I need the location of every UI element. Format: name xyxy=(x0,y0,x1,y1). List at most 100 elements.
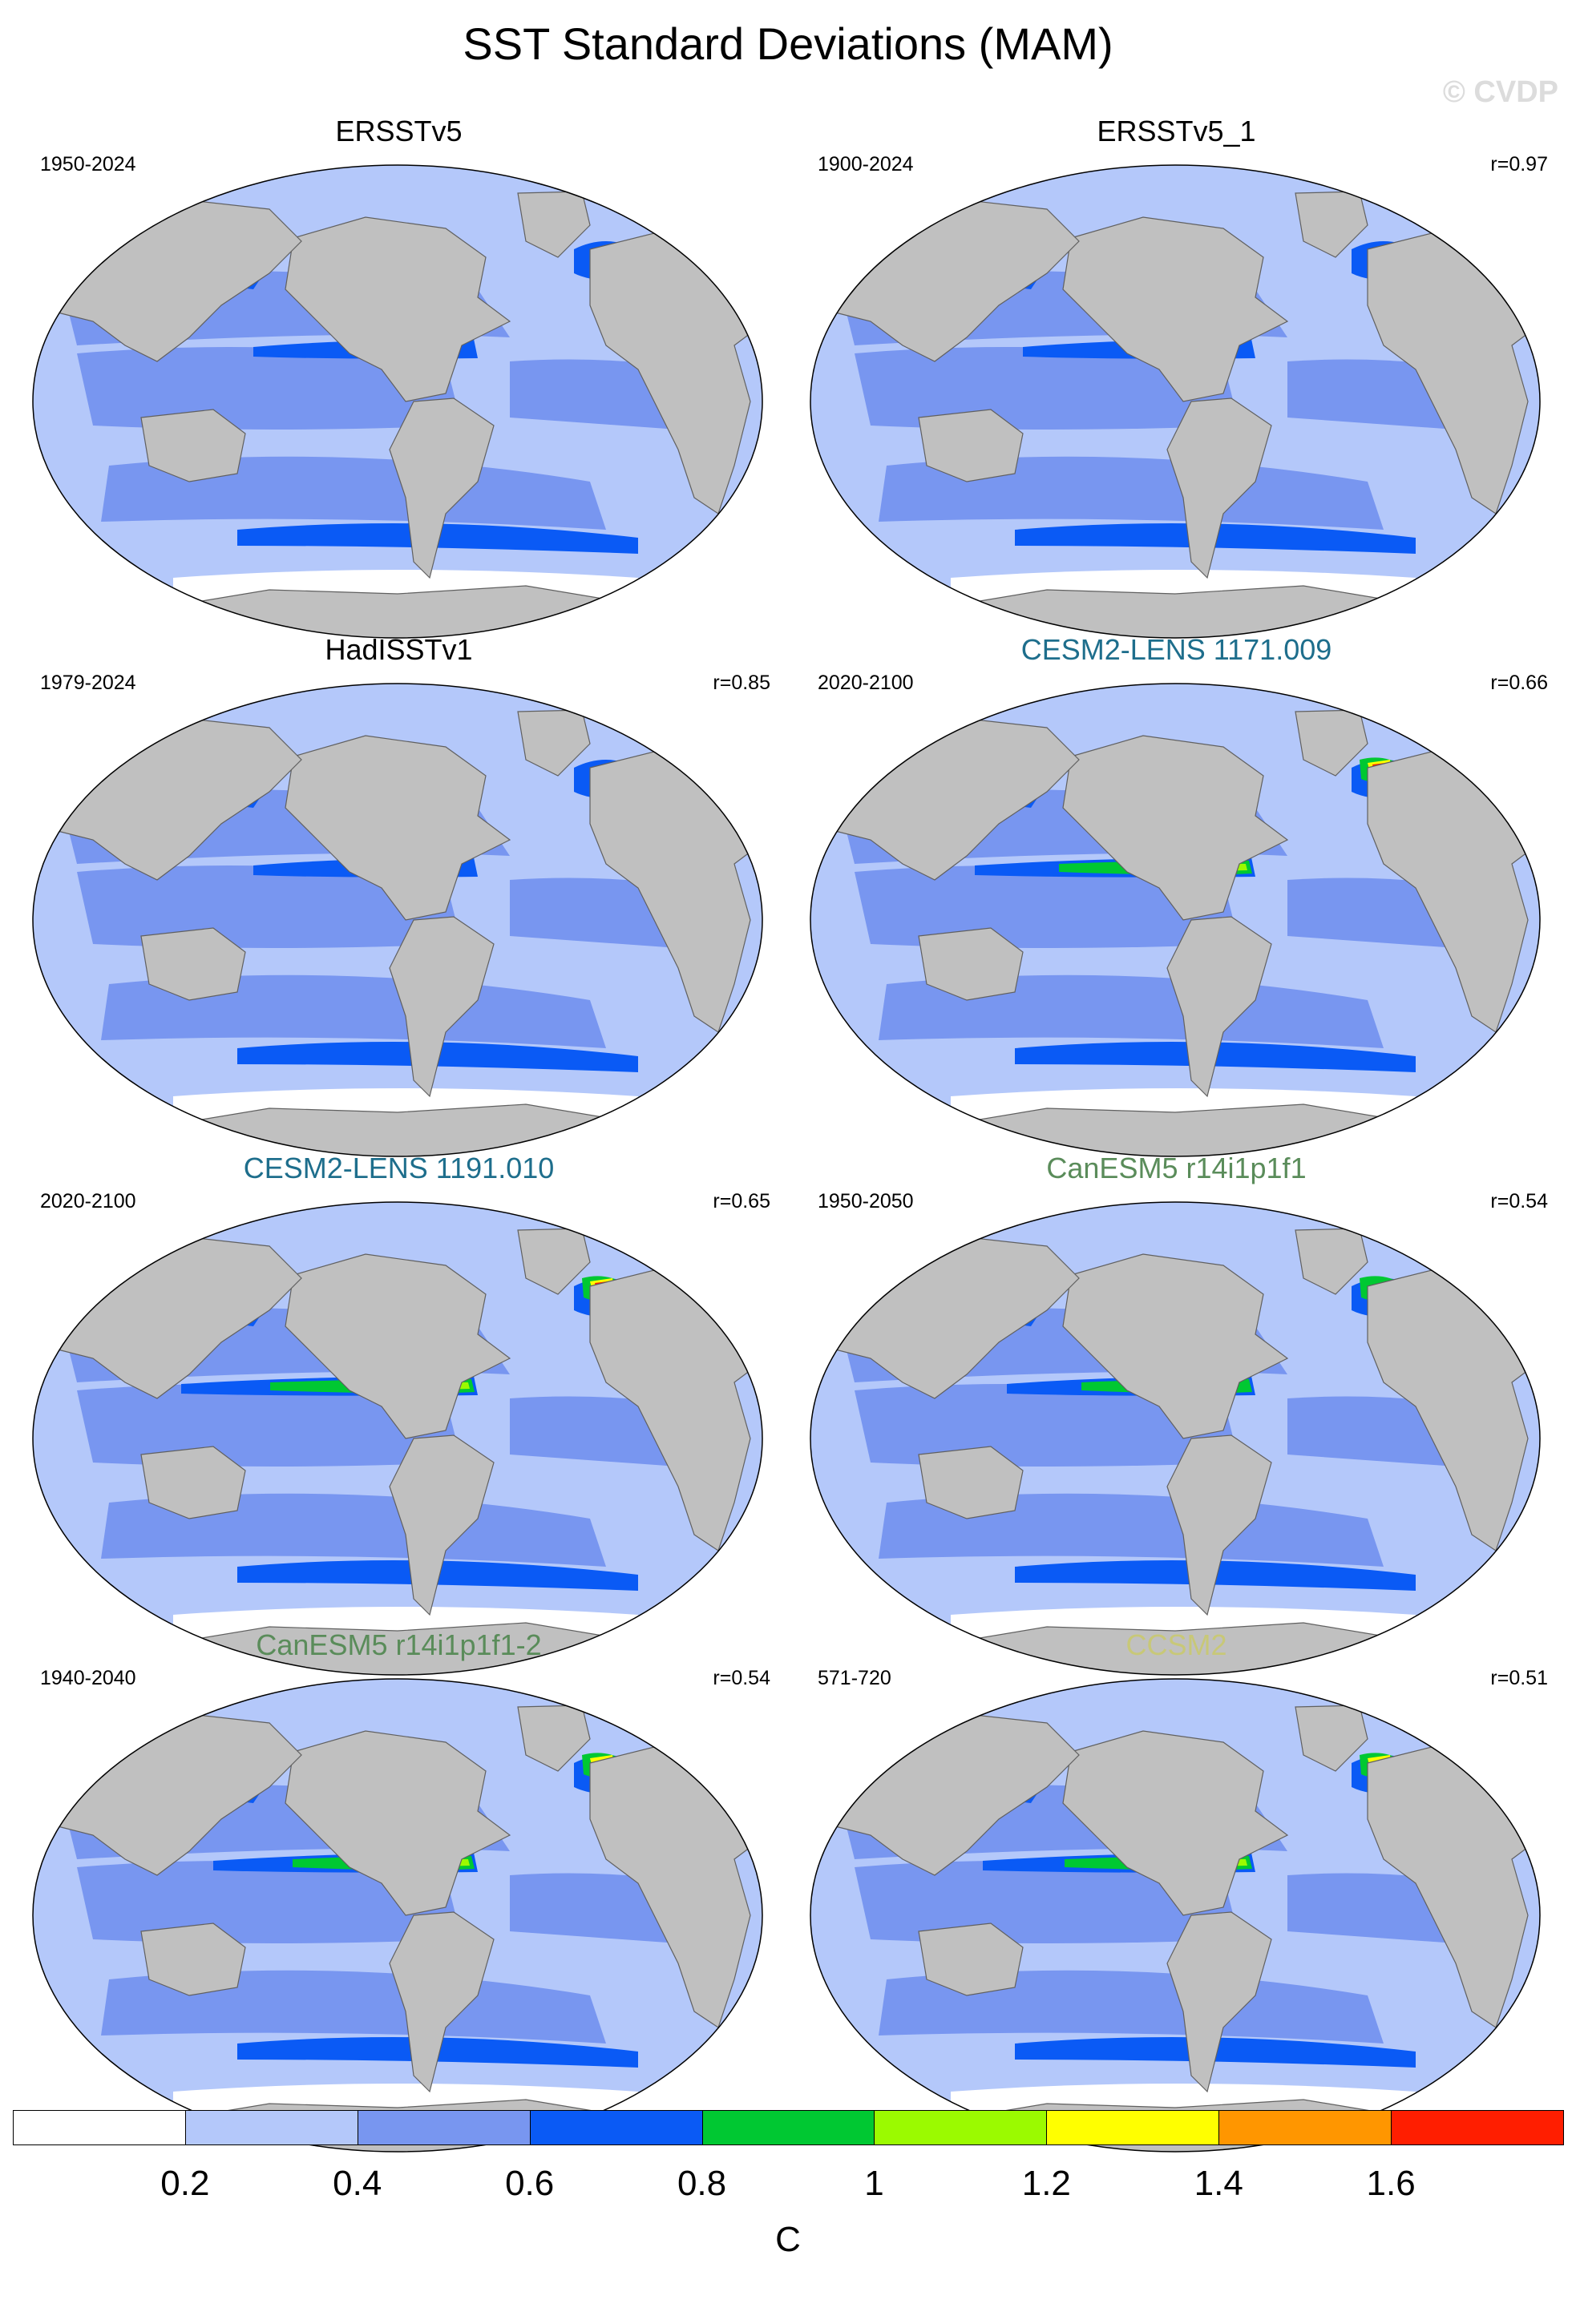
map-panel-6: CanESM5 r14i1p1f1 1950-2050 r=0.54 xyxy=(802,1152,1551,1713)
watermark: © CVDP xyxy=(1442,75,1558,109)
panel-years: 1940-2040 xyxy=(40,1667,136,1689)
land-south-america xyxy=(1166,397,1272,579)
panel-correlation: r=0.51 xyxy=(1490,1667,1548,1689)
page-title: SST Standard Deviations (MAM) xyxy=(463,18,1113,69)
sst-contour-0.4 xyxy=(77,1384,462,1467)
colorbar-unit-label: C xyxy=(775,2220,801,2259)
panel-title: CanESM5 r14i1p1f1 xyxy=(1046,1152,1307,1184)
colorbar-segment xyxy=(13,2110,186,2145)
land-south-america xyxy=(389,916,495,1098)
world-map xyxy=(810,1201,1541,1676)
land-north-america xyxy=(1062,735,1289,921)
colorbar-segment xyxy=(529,2110,703,2145)
panel-title: HadISSTv1 xyxy=(325,633,473,666)
colorbar-tick-label: 1.4 xyxy=(1194,2164,1243,2203)
map-panel-2: ERSSTv5_1 1900-2024 r=0.97 xyxy=(802,115,1551,676)
land-north-america xyxy=(285,216,511,402)
panel-correlation: r=0.66 xyxy=(1490,672,1548,694)
panel-correlation: r=0.65 xyxy=(713,1190,770,1212)
land-australia xyxy=(918,1446,1024,1519)
land-south-america xyxy=(1166,1911,1272,2093)
panel-years: 2020-2100 xyxy=(40,1190,136,1212)
land-north-america xyxy=(285,1253,511,1439)
panel-years: 571-720 xyxy=(818,1667,891,1689)
colorbar-tick-label: 1 xyxy=(864,2164,884,2203)
map-frame xyxy=(32,164,763,639)
map-frame xyxy=(810,164,1541,639)
panel-years: 1950-2050 xyxy=(818,1190,914,1212)
land-south-america xyxy=(389,397,495,579)
map-panel-8: CCSM2 571-720 r=0.51 xyxy=(802,1628,1551,2189)
panel-title: CanESM5 r14i1p1f1-2 xyxy=(256,1628,542,1661)
panel-years: 1950-2024 xyxy=(40,153,136,176)
panel-years: 1900-2024 xyxy=(818,153,914,176)
land-north-america xyxy=(285,1730,511,1916)
panel-correlation: r=0.85 xyxy=(713,672,770,694)
sst-contour-0.4 xyxy=(77,1861,462,1943)
land-north-america xyxy=(285,735,511,921)
land-south-america xyxy=(1166,916,1272,1098)
map-frame xyxy=(32,1678,763,2153)
colorbar-segment xyxy=(1391,2110,1564,2145)
colorbar-segment xyxy=(357,2110,531,2145)
colorbar-segment xyxy=(184,2110,358,2145)
colorbar-tick-label: 0.2 xyxy=(160,2164,210,2203)
sst-contour-0.4 xyxy=(855,1384,1239,1467)
colorbar-tick-label: 0.6 xyxy=(505,2164,555,2203)
map-frame xyxy=(810,1678,1541,2153)
colorbar-segment xyxy=(1046,2110,1220,2145)
map-panel-7: CanESM5 r14i1p1f1-2 1940-2040 r=0.54 xyxy=(24,1628,774,2189)
world-map xyxy=(32,1201,763,1676)
map-panel-4: CESM2-LENS 1171.009 2020-2100 r=0.66 xyxy=(802,633,1551,1194)
panel-years: 1979-2024 xyxy=(40,672,136,694)
land-south-america xyxy=(1166,1434,1272,1616)
colorbar-tick-label: 0.4 xyxy=(333,2164,382,2203)
land-north-america xyxy=(1062,1730,1289,1916)
map-panel-3: HadISSTv1 1979-2024 r=0.85 xyxy=(24,633,774,1194)
map-panel-1: ERSSTv5 1950-2024 xyxy=(24,115,774,676)
world-map xyxy=(32,683,763,1157)
world-map xyxy=(32,164,763,639)
panel-title: ERSSTv5_1 xyxy=(1097,115,1256,147)
map-frame xyxy=(32,1201,763,1676)
land-south-america xyxy=(389,1434,495,1616)
colorbar-segment xyxy=(874,2110,1048,2145)
land-australia xyxy=(140,1923,246,1996)
land-australia xyxy=(918,1923,1024,1996)
panel-title: ERSSTv5 xyxy=(335,115,463,147)
world-map xyxy=(810,164,1541,639)
panel-title: CESM2-LENS 1171.009 xyxy=(1020,633,1332,666)
land-australia xyxy=(140,927,246,1001)
panel-correlation: r=0.97 xyxy=(1490,153,1548,176)
colorbar-tick-label: 0.8 xyxy=(677,2164,727,2203)
map-panel-5: CESM2-LENS 1191.010 2020-2100 r=0.65 xyxy=(24,1152,774,1713)
land-australia xyxy=(140,1446,246,1519)
panel-correlation: r=0.54 xyxy=(1490,1190,1548,1212)
land-australia xyxy=(918,927,1024,1001)
world-map xyxy=(810,683,1541,1157)
colorbar-tick-label: 1.6 xyxy=(1366,2164,1416,2203)
land-australia xyxy=(140,409,246,482)
land-south-america xyxy=(389,1911,495,2093)
sst-contour-0.4 xyxy=(855,1861,1239,1943)
map-frame xyxy=(810,683,1541,1157)
panel-title: CCSM2 xyxy=(1125,1628,1227,1661)
colorbar xyxy=(13,2110,1564,2145)
land-north-america xyxy=(1062,1253,1289,1439)
colorbar-tick-label: 1.2 xyxy=(1021,2164,1071,2203)
land-north-america xyxy=(1062,216,1289,402)
land-australia xyxy=(918,409,1024,482)
sst-contour-0.4 xyxy=(855,347,1239,430)
sst-contour-0.4 xyxy=(77,865,462,948)
colorbar-segment xyxy=(701,2110,875,2145)
panel-correlation: r=0.54 xyxy=(713,1667,770,1689)
sst-contour-0.4 xyxy=(855,865,1239,948)
world-map xyxy=(32,1678,763,2153)
map-frame xyxy=(810,1201,1541,1676)
panel-years: 2020-2100 xyxy=(818,672,914,694)
colorbar-segment xyxy=(1218,2110,1392,2145)
world-map xyxy=(810,1678,1541,2153)
sst-contour-0.4 xyxy=(77,347,462,430)
map-frame xyxy=(32,683,763,1157)
panel-title: CESM2-LENS 1191.010 xyxy=(243,1152,555,1184)
